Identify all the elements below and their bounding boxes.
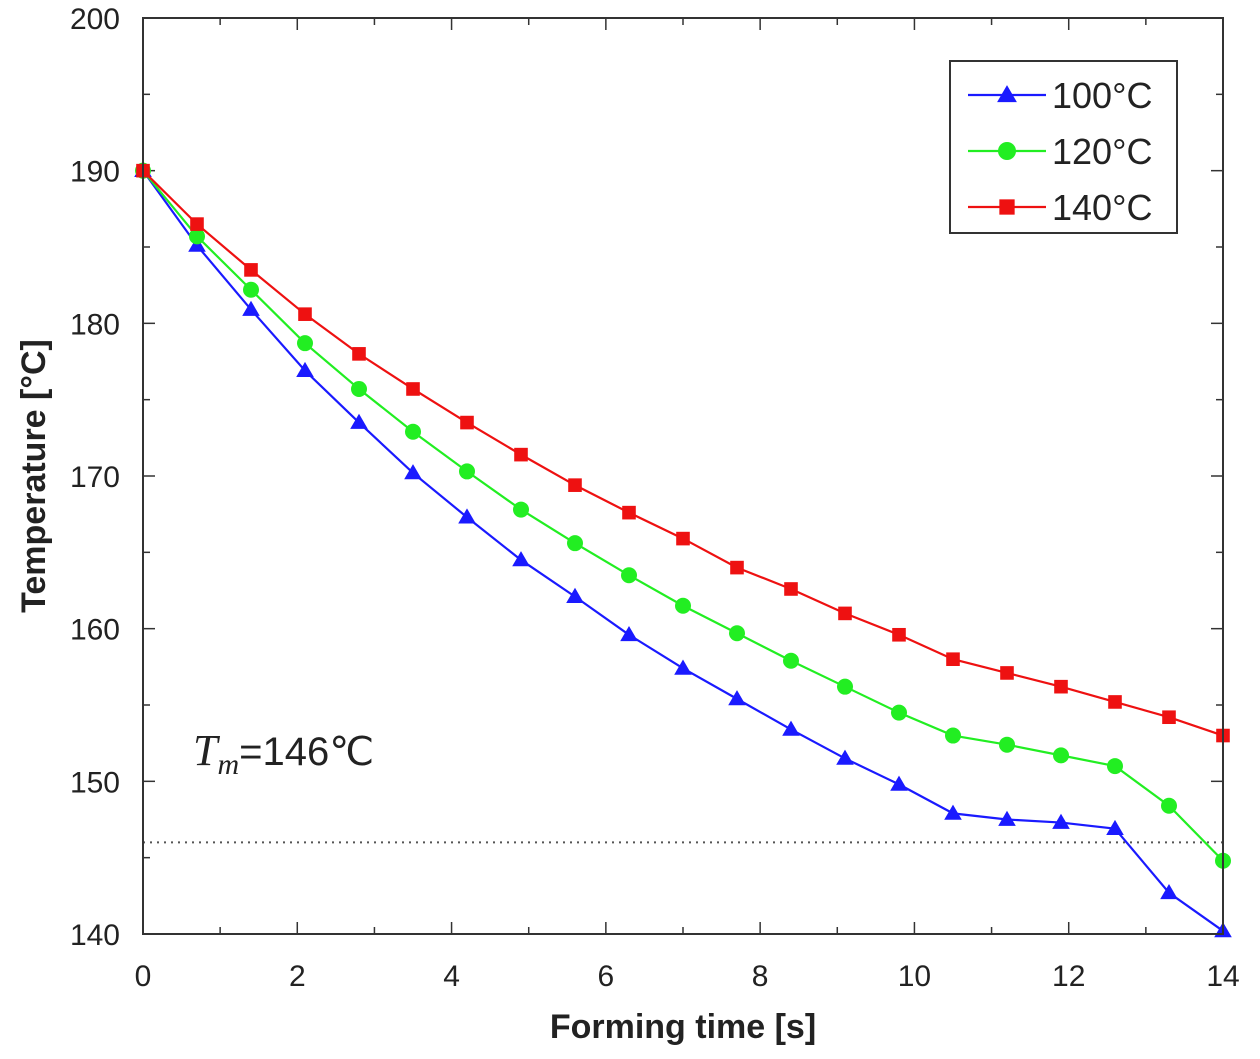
x-axis-title: Forming time [s] xyxy=(550,1008,816,1046)
legend-label-120C: 120°C xyxy=(1052,131,1152,172)
legend-box xyxy=(949,60,1178,234)
data-point-140C xyxy=(406,382,420,396)
tick-labels: 0 2 4 6 8 10 12 14 140 150 160 170 180 190 200 xyxy=(70,3,1240,993)
data-point-140C xyxy=(784,582,798,596)
legend-marker-120C xyxy=(998,142,1016,160)
y-tick-label: 190 xyxy=(70,156,120,189)
y-tick-label: 180 xyxy=(70,308,120,341)
data-point-120C xyxy=(297,335,313,352)
data-point-140C xyxy=(1054,679,1068,694)
series-line-140C xyxy=(142,169,1224,737)
data-point-140C xyxy=(352,347,366,361)
data-point-140C xyxy=(460,415,474,430)
data-point-120C xyxy=(243,281,259,298)
data-point-100C xyxy=(944,804,962,820)
y-axis-title: Temperature [°C] xyxy=(15,339,53,613)
data-point-140C xyxy=(892,627,906,642)
data-point-100C xyxy=(836,749,854,765)
data-point-100C xyxy=(890,775,908,791)
y-tick-label: 150 xyxy=(70,766,120,799)
series-group xyxy=(134,161,1232,938)
data-point-100C xyxy=(620,625,638,642)
data-point-140C xyxy=(1162,710,1176,725)
data-point-120C xyxy=(1107,758,1123,775)
data-point-120C xyxy=(621,567,637,584)
data-point-100C xyxy=(458,508,476,524)
data-point-120C xyxy=(459,463,475,480)
legend-items: 100°C 120°C 140°C xyxy=(968,75,1152,228)
x-tick-label: 0 xyxy=(135,960,152,993)
data-point-100C xyxy=(1052,813,1070,829)
legend-label-100C: 100°C xyxy=(1052,75,1152,116)
data-point-140C xyxy=(514,447,528,462)
data-point-120C xyxy=(567,535,583,552)
data-point-100C xyxy=(1160,883,1178,900)
data-point-100C xyxy=(1106,819,1124,835)
data-point-140C xyxy=(244,263,258,277)
data-point-100C xyxy=(674,659,692,675)
annotation-symbol: T xyxy=(193,726,221,775)
data-point-100C xyxy=(296,361,314,377)
y-tick-label: 170 xyxy=(70,461,120,494)
data-point-120C xyxy=(1161,797,1177,814)
data-point-140C xyxy=(838,606,852,621)
data-point-120C xyxy=(891,704,907,721)
x-tick-label: 10 xyxy=(898,960,931,993)
data-point-140C xyxy=(622,505,636,520)
data-point-120C xyxy=(405,423,421,440)
data-point-120C xyxy=(351,380,367,397)
melting-temp-annotation: Tm=146℃ xyxy=(193,726,374,781)
data-point-120C xyxy=(945,727,961,744)
x-tick-label: 4 xyxy=(443,960,460,993)
x-tick-label: 12 xyxy=(1052,960,1085,993)
annotation-subscript: m xyxy=(217,748,239,781)
data-point-120C xyxy=(783,652,799,669)
data-point-140C xyxy=(190,217,204,231)
plot-frame xyxy=(142,17,1224,935)
series-100C xyxy=(134,161,1232,938)
legend: 100°C 120°C 140°C xyxy=(949,60,1178,234)
data-point-140C xyxy=(676,531,690,546)
data-point-120C xyxy=(729,625,745,642)
data-point-140C xyxy=(1108,695,1122,709)
data-point-100C xyxy=(782,720,800,736)
data-point-120C xyxy=(675,597,691,614)
y-tick-label: 140 xyxy=(70,919,120,952)
y-tick-label: 200 xyxy=(70,3,120,36)
data-point-120C xyxy=(1053,747,1069,764)
data-point-120C xyxy=(837,678,853,695)
x-tick-label: 14 xyxy=(1206,960,1239,993)
annotation-value: =146℃ xyxy=(239,730,374,774)
data-point-120C xyxy=(999,736,1015,753)
data-point-100C xyxy=(242,300,260,316)
data-point-100C xyxy=(512,551,530,567)
series-140C xyxy=(136,163,1230,743)
legend-label-140C: 140°C xyxy=(1052,187,1152,228)
axis-ticks xyxy=(142,17,1224,935)
data-point-140C xyxy=(730,560,744,575)
data-point-140C xyxy=(568,478,582,492)
legend-marker-140C xyxy=(999,199,1015,215)
legend-marker-100C xyxy=(997,85,1017,103)
y-tick-label: 160 xyxy=(70,614,120,647)
data-point-120C xyxy=(189,228,205,245)
data-point-140C xyxy=(1000,666,1014,680)
data-point-100C xyxy=(728,690,746,706)
x-tick-label: 8 xyxy=(752,960,769,993)
data-point-120C xyxy=(513,501,529,518)
data-point-140C xyxy=(298,307,312,321)
data-point-100C xyxy=(404,464,422,480)
data-point-100C xyxy=(998,810,1016,826)
x-tick-label: 2 xyxy=(289,960,306,993)
data-point-100C xyxy=(350,413,368,429)
data-point-100C xyxy=(566,587,584,603)
data-point-140C xyxy=(946,652,960,666)
x-tick-label: 6 xyxy=(598,960,615,993)
